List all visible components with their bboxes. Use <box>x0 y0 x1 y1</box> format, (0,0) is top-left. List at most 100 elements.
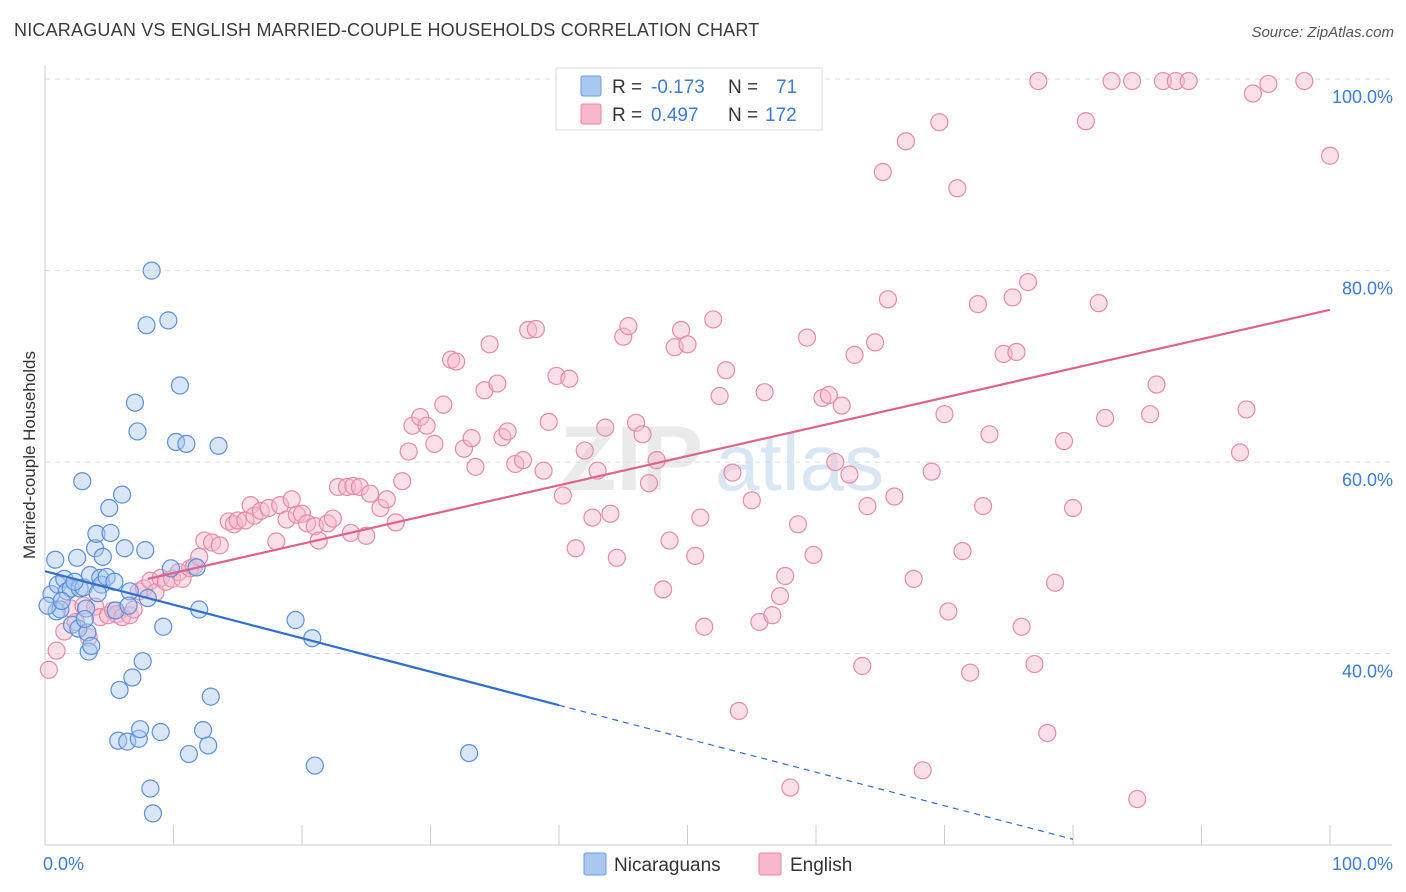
english-point-29 <box>210 536 229 555</box>
nicaraguans-point-26 <box>101 523 120 543</box>
english-point-170 <box>1243 84 1263 103</box>
nicaraguans-trend-extension <box>558 704 1074 840</box>
english-point-106 <box>704 310 723 329</box>
english-point-94 <box>626 413 646 432</box>
nicaraguans-point-66 <box>52 591 71 610</box>
legend-n-value-1: 71 <box>776 77 797 98</box>
english-point-93 <box>619 317 638 336</box>
nicaraguans-point-41 <box>136 541 155 560</box>
english-point-147 <box>1003 288 1022 307</box>
english-point-54 <box>357 526 376 545</box>
english-trend-line <box>147 308 1331 580</box>
english-point-87 <box>583 508 602 527</box>
english-point-59 <box>393 472 412 491</box>
legend-n-value-2: 172 <box>765 105 797 126</box>
english-point-148 <box>1007 342 1026 362</box>
english-point-53 <box>350 477 369 497</box>
nicaraguans-point-53 <box>177 434 196 453</box>
x-tick-label-left: 0.0% <box>43 854 84 874</box>
watermark: ZIP atlas <box>560 408 884 510</box>
english-point-1 <box>47 641 66 660</box>
english-point-150 <box>1018 272 1038 292</box>
english-point-43 <box>292 504 312 523</box>
english-point-136 <box>922 462 941 481</box>
nicaraguans-point-65 <box>38 596 57 615</box>
nicaraguans-point-25 <box>100 498 119 518</box>
english-point-107 <box>710 386 729 406</box>
english-point-172 <box>1320 146 1340 165</box>
bottom-legend: Nicaraguans English <box>583 852 852 876</box>
nicaraguans-point-20 <box>87 524 106 543</box>
source-label: Source: ZipAtlas.com <box>1251 24 1394 41</box>
english-point-113 <box>755 383 774 402</box>
english-point-90 <box>601 504 620 523</box>
english-point-168 <box>1230 443 1250 462</box>
english-point-127 <box>853 656 872 676</box>
nicaraguans-point-59 <box>201 687 220 706</box>
english-point-111 <box>742 491 761 510</box>
nicaraguans-point-9 <box>68 548 87 567</box>
english-point-41 <box>282 490 301 509</box>
nicaraguans-point-58 <box>199 736 218 755</box>
nicaraguans-point-52 <box>170 376 190 395</box>
english-point-161 <box>1123 71 1142 91</box>
english-point-152 <box>1029 71 1048 91</box>
nicaraguans-point-12 <box>73 472 92 491</box>
english-point-0 <box>39 660 58 679</box>
english-point-142 <box>961 663 980 682</box>
nicaraguans-point-61 <box>286 610 305 630</box>
nicaraguans-point-31 <box>112 485 132 504</box>
english-point-63 <box>417 416 436 435</box>
english-point-91 <box>607 548 626 567</box>
english-point-130 <box>873 162 892 182</box>
english-point-7 <box>86 597 105 616</box>
english-point-110 <box>729 701 749 721</box>
nicaraguans-point-1 <box>46 550 65 569</box>
english-point-57 <box>377 490 396 509</box>
english-point-92 <box>614 327 633 346</box>
english-point-73 <box>488 374 507 393</box>
english-point-132 <box>885 487 904 506</box>
english-point-131 <box>878 290 898 309</box>
nicaraguans-point-36 <box>125 393 145 412</box>
nicaraguans-point-57 <box>193 721 213 740</box>
english-point-104 <box>691 508 710 527</box>
nicaraguans-point-39 <box>130 720 150 739</box>
english-point-134 <box>904 569 923 588</box>
x-tick-label-right: 100.0% <box>1332 854 1393 874</box>
legend-swatch-english <box>580 103 602 125</box>
bottom-legend-english: English <box>790 855 852 876</box>
nicaraguans-point-47 <box>151 722 170 742</box>
english-point-85 <box>566 539 585 558</box>
english-point-149 <box>1012 617 1031 636</box>
english-point-84 <box>560 369 579 388</box>
english-point-96 <box>639 474 659 493</box>
legend-r-value-1: -0.173 <box>651 77 705 98</box>
english-point-125 <box>840 465 859 484</box>
nicaraguans-point-38 <box>129 729 148 748</box>
nicaraguans-point-30 <box>110 680 129 700</box>
english-point-80 <box>534 461 553 480</box>
english-point-124 <box>832 396 851 415</box>
y-tick-label-60: 60.0% <box>1342 470 1393 490</box>
data-points <box>38 71 1340 823</box>
english-point-122 <box>819 385 838 405</box>
english-point-50 <box>337 477 357 497</box>
english-point-138 <box>935 405 954 424</box>
watermark-atlas: atlas <box>715 418 884 507</box>
english-point-158 <box>1089 294 1108 313</box>
nicaraguans-point-67 <box>65 572 84 591</box>
english-point-79 <box>526 319 545 339</box>
nicaraguans-point-49 <box>159 311 178 330</box>
y-tick-label-80: 80.0% <box>1342 279 1393 299</box>
english-point-154 <box>1045 573 1065 592</box>
nicaraguans-point-23 <box>93 547 112 566</box>
english-point-115 <box>770 586 790 606</box>
english-point-98 <box>653 580 673 599</box>
english-point-153 <box>1038 723 1057 743</box>
english-point-64 <box>425 434 444 453</box>
nicaraguans-point-32 <box>115 539 134 558</box>
legend-r-value-2: 0.497 <box>651 105 699 126</box>
english-point-129 <box>866 333 885 352</box>
